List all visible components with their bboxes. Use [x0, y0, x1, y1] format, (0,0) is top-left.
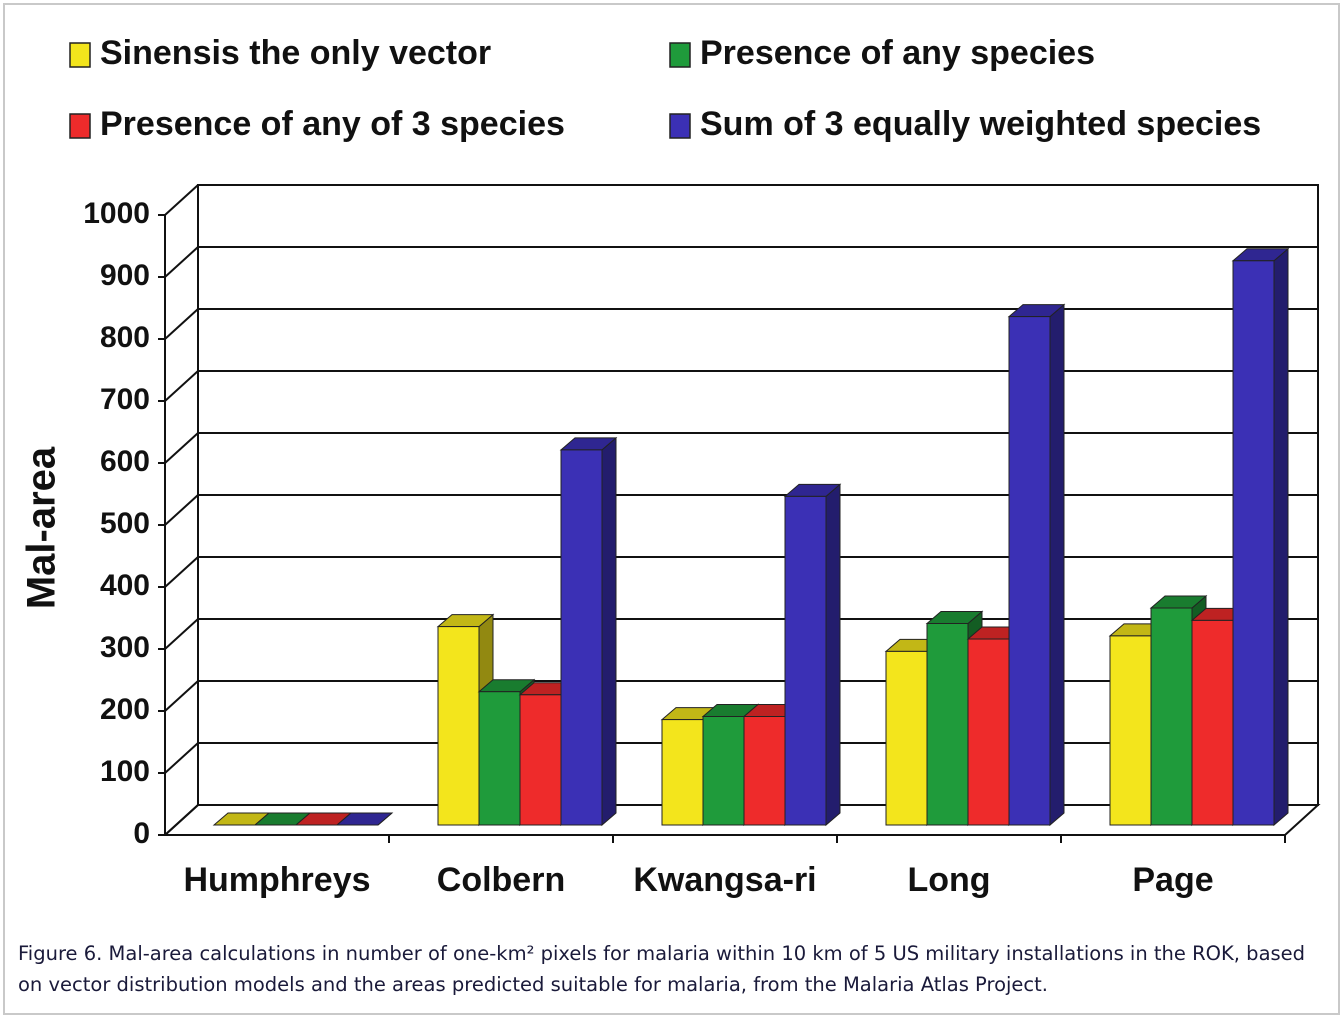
grid-line	[164, 432, 199, 464]
legend-swatch	[669, 42, 691, 68]
bar	[1150, 607, 1193, 826]
x-tick-label: Humphreys	[183, 861, 370, 899]
y-tick-label: 800	[100, 321, 150, 354]
bar	[661, 719, 704, 826]
bar	[885, 650, 928, 826]
grid-line	[164, 184, 199, 216]
legend-label: Sum of 3 equally weighted species	[700, 105, 1261, 143]
legend-swatch	[69, 113, 91, 139]
grid-line	[164, 680, 199, 712]
legend-swatch	[69, 42, 91, 68]
frame	[3, 3, 1340, 1015]
y-tick-label: 1000	[83, 197, 150, 230]
grid-line	[164, 618, 199, 650]
bar	[743, 716, 786, 826]
legend-label: Presence of any of 3 species	[100, 105, 565, 143]
bar	[560, 449, 603, 826]
caption: Figure 6. Mal-area calculations in numbe…	[18, 942, 1306, 996]
y-tick-label: 900	[100, 259, 150, 292]
bar	[1008, 316, 1051, 826]
bar	[1109, 635, 1152, 826]
y-tick-label: 700	[100, 383, 150, 416]
bar	[967, 638, 1010, 826]
grid-line	[164, 742, 199, 774]
grid-line	[164, 804, 199, 836]
grid-line	[164, 308, 199, 340]
y-tick-label: 0	[133, 817, 150, 850]
legend-label: Sinensis the only vector	[100, 34, 491, 72]
y-tick-label: 500	[100, 507, 150, 540]
bar	[519, 694, 562, 826]
y-axis-label: Mal-area	[20, 446, 64, 609]
x-tick-label: Page	[1132, 861, 1213, 899]
y-tick-label: 200	[100, 693, 150, 726]
bar	[702, 716, 745, 826]
y-tick-label: 600	[100, 445, 150, 478]
bar	[1191, 619, 1234, 826]
legend-swatch	[669, 113, 691, 139]
x-tick-label: Colbern	[437, 861, 565, 899]
y-tick-label: 300	[100, 631, 150, 664]
x-tick-label: Long	[907, 861, 990, 899]
bar	[1232, 260, 1275, 826]
y-tick-label: 400	[100, 569, 150, 602]
bar-side	[1273, 247, 1289, 827]
bar-side	[1049, 303, 1065, 827]
y-tick-label: 100	[100, 755, 150, 788]
grid-line	[164, 494, 199, 526]
x-tick-label: Kwangsa-ri	[633, 861, 816, 899]
bar	[784, 495, 827, 826]
bar	[437, 626, 480, 826]
bar-side	[601, 436, 617, 827]
bar-side	[825, 483, 841, 827]
grid-line	[164, 556, 199, 588]
grid-line	[164, 370, 199, 402]
bar	[926, 623, 969, 826]
legend-label: Presence of any species	[700, 34, 1095, 72]
grid-line	[164, 246, 199, 278]
bar-top	[335, 812, 394, 826]
bar	[478, 691, 521, 826]
